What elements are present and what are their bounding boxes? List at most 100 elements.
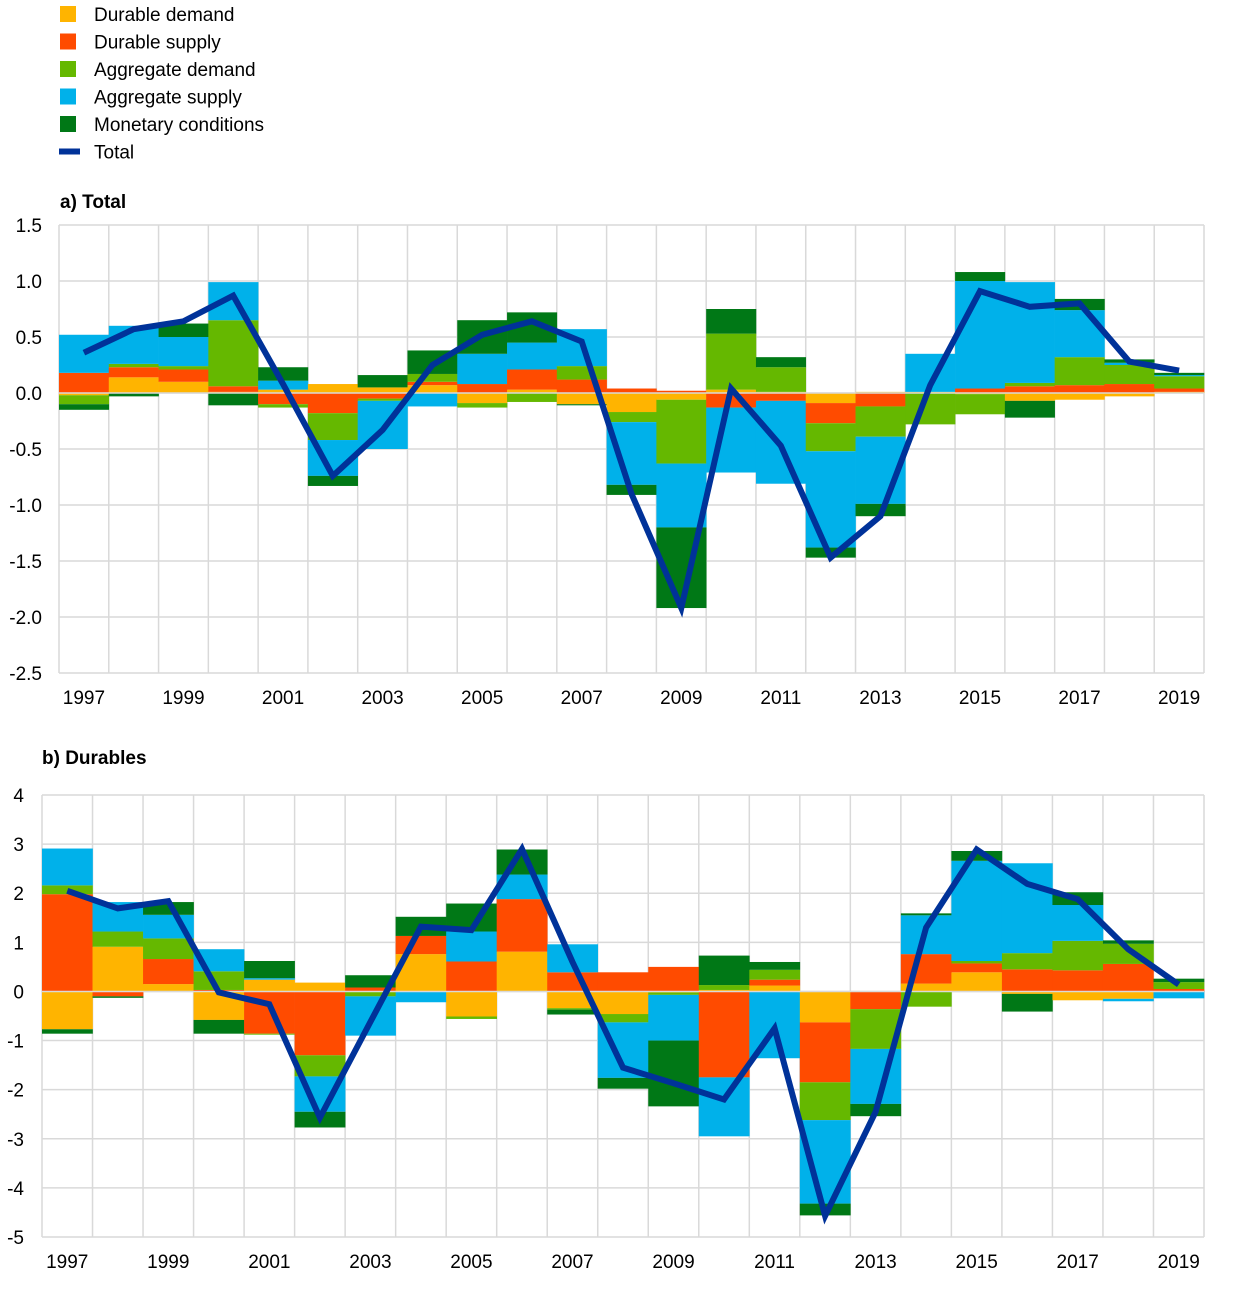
bar-monetary-conditions-2007 [556,404,607,406]
bar-durable-supply-2001 [258,393,309,405]
y-tick-label: 3 [13,835,24,856]
y-tick-label: -2 [7,1081,24,1102]
y-tick-label: -3 [7,1130,24,1151]
bar-aggregate-demand-2014 [905,393,956,425]
bar-durable-demand-2006 [507,389,558,393]
bar-durable-supply-2004 [395,935,447,955]
x-tick-label: 2001 [248,1252,290,1273]
legend: Durable demand Durable supply Aggregate de… [59,5,264,164]
bar-durable-demand-2016 [1001,991,1053,994]
legend-item: Durable demand [60,5,234,26]
x-tick-label: 2015 [959,688,1001,709]
y-tick-label: -2.5 [9,664,42,685]
legend-line-swatch [59,148,80,155]
bar-aggregate-demand-2016 [1001,953,1053,970]
bar-monetary-conditions-2019 [1154,372,1205,376]
bar-durable-supply-2008 [597,972,649,992]
bar-durable-demand-2011 [749,985,801,992]
bar-durable-supply-2009 [648,966,700,992]
bar-durable-supply-2005 [446,961,497,992]
bar-durable-demand-1998 [92,946,144,992]
bar-aggregate-demand-2009 [656,399,707,464]
bar-durable-demand-2017 [1052,991,1104,1001]
bar-aggregate-demand-2015 [951,960,1003,964]
bar-monetary-conditions-2008 [597,1077,649,1089]
bar-aggregate-supply-1999 [158,337,209,367]
bar-aggregate-supply-2004 [395,991,447,1003]
bar-aggregate-demand-2002 [294,1055,346,1077]
bar-durable-demand-2008 [597,991,649,1015]
bar-monetary-conditions-2018 [1102,940,1154,944]
bar-durable-supply-2019 [1153,988,1205,992]
x-tick-label: 2011 [754,1252,795,1273]
bar-durable-demand-2012 [805,393,856,404]
panel-title: a) Total [60,192,126,213]
bar-durable-supply-2012 [805,403,856,424]
bar-durable-supply-2008 [606,388,657,393]
legend-item: Monetary conditions [60,115,264,136]
bar-aggregate-supply-2016 [1004,282,1055,383]
y-tick-label: 0.5 [16,328,42,349]
bar-aggregate-demand-2000 [193,971,245,990]
bar-aggregate-demand-2007 [556,366,607,380]
legend-swatch [60,116,76,132]
bar-monetary-conditions-2009 [648,1040,700,1107]
bar-durable-demand-2012 [799,991,851,1023]
x-tick-label: 2017 [1057,1252,1099,1273]
bar-durable-supply-2000 [208,386,259,392]
bar-durable-supply-2017 [1052,970,1104,992]
legend-label: Monetary conditions [94,115,264,136]
bar-durable-demand-2015 [951,972,1003,992]
bar-aggregate-supply-2004 [407,393,458,407]
x-tick-label: 1997 [46,1252,88,1273]
bar-aggregate-demand-2003 [357,398,408,401]
bar-durable-supply-2014 [900,954,952,984]
legend-item: Total [59,143,134,164]
bar-monetary-conditions-2000 [208,393,259,406]
bar-durable-demand-2002 [307,384,358,393]
bar-aggregate-supply-2006 [507,342,558,370]
y-tick-label: 1.0 [16,272,42,293]
bar-aggregate-supply-2008 [606,422,657,485]
bar-durable-demand-2018 [1102,991,1154,999]
y-tick-label: 0.0 [16,384,42,405]
bar-monetary-conditions-2014 [900,913,952,916]
bar-durable-demand-2014 [900,983,952,992]
bar-aggregate-demand-1999 [158,366,209,370]
bar-durable-supply-1997 [42,894,93,992]
legend-swatch [60,88,76,105]
bar-durable-supply-2005 [457,384,508,393]
x-tick-label: 2013 [854,1252,896,1273]
bar-aggregate-demand-2007 [547,1008,599,1010]
bar-aggregate-supply-2012 [805,451,856,548]
bar-aggregate-demand-2005 [446,1016,497,1019]
bar-aggregate-demand-2012 [805,423,856,452]
bar-aggregate-demand-1998 [92,931,144,947]
bar-aggregate-supply-2017 [1052,905,1104,941]
bar-durable-supply-1997 [59,372,110,393]
y-tick-label: 1.5 [16,216,42,237]
bar-monetary-conditions-2015 [955,272,1006,281]
x-tick-label: 2015 [956,1252,998,1273]
y-tick-label: 0 [13,982,24,1003]
bar-monetary-conditions-1998 [92,996,144,998]
bar-aggregate-supply-1997 [59,334,110,373]
bar-aggregate-supply-2018 [1102,998,1154,1002]
bar-durable-demand-2002 [294,982,346,992]
bar-durable-supply-1998 [92,991,144,997]
bar-durable-supply-2015 [955,388,1006,393]
legend-label: Durable supply [94,33,221,54]
legend-swatch [60,33,76,50]
bar-durable-supply-2002 [307,393,358,414]
bar-aggregate-demand-2015 [955,394,1006,415]
bar-durable-demand-2008 [606,393,657,413]
bar-aggregate-supply-1997 [42,848,93,886]
x-tick-label: 1999 [147,1252,189,1273]
bar-aggregate-demand-2019 [1154,376,1205,389]
bar-aggregate-supply-2001 [244,978,295,980]
bar-aggregate-supply-2009 [656,463,707,528]
bar-durable-demand-1998 [108,377,159,393]
bar-aggregate-demand-2014 [900,991,952,1007]
bar-durable-supply-2006 [507,369,558,390]
